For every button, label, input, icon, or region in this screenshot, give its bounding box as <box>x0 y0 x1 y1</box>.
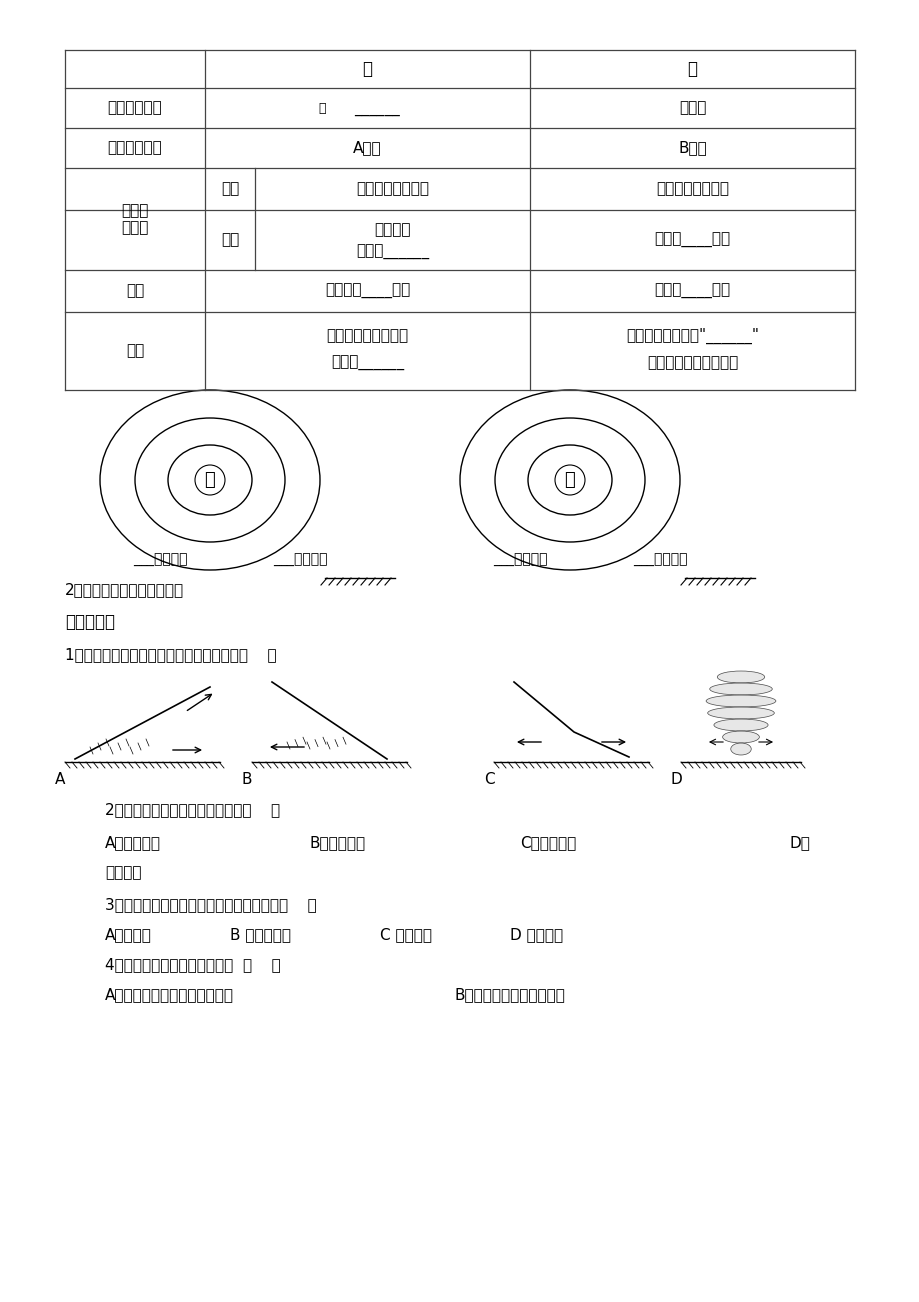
Text: B、气流由中心向四周流出: B、气流由中心向四周流出 <box>455 987 565 1003</box>
Text: ___天气系统: ___天气系统 <box>632 553 686 566</box>
Text: A低压: A低压 <box>353 141 381 155</box>
Text: 产生⑲____气流: 产生⑲____气流 <box>653 233 730 247</box>
Text: 常出现⑳____天气: 常出现⑳____天气 <box>324 284 410 298</box>
Text: 3、夏秋季节，我国东南沿海的台风天气是（    ）: 3、夏秋季节，我国东南沿海的台风天气是（ ） <box>105 897 316 913</box>
Text: 反气旋: 反气旋 <box>678 100 706 116</box>
Text: 水平: 水平 <box>221 181 239 197</box>
Ellipse shape <box>706 695 775 707</box>
Text: B 反气旋天气: B 反气旋天气 <box>230 927 290 943</box>
Text: 垂直: 垂直 <box>221 233 239 247</box>
Text: 4、有关气旋的叙述，正确的是  （    ）: 4、有关气旋的叙述，正确的是 （ ） <box>105 957 280 973</box>
Text: C: C <box>483 772 494 788</box>
Text: ⑰: ⑰ <box>318 102 326 115</box>
Text: 中心气压状况: 中心气压状况 <box>108 141 162 155</box>
Text: A、在南半球按顺时针方向旋转: A、在南半球按顺时针方向旋转 <box>105 987 233 1003</box>
Ellipse shape <box>554 465 584 495</box>
Text: ___气压系统: ___气压系统 <box>493 553 547 566</box>
Text: 由中心向四周辐散: 由中心向四周辐散 <box>655 181 728 197</box>
Text: A、寒冷干燥: A、寒冷干燥 <box>105 836 161 850</box>
Text: 气流运
动状况: 气流运 动状况 <box>121 203 149 236</box>
Text: 天气系统名称: 天气系统名称 <box>108 100 162 116</box>
Text: 典例: 典例 <box>126 344 144 358</box>
Text: 2、绘制气旋和反气旋示意图: 2、绘制气旋和反气旋示意图 <box>65 582 184 598</box>
Text: D: D <box>670 772 682 788</box>
Text: 阴雨天气: 阴雨天气 <box>105 866 142 880</box>
Ellipse shape <box>713 719 767 730</box>
Text: ___气压系统: ___气压系统 <box>132 553 187 566</box>
Text: ______: ______ <box>354 100 400 116</box>
Text: 1、下面所示四幅图中，表示冷锋天气的是（    ）: 1、下面所示四幅图中，表示冷锋天气的是（ ） <box>65 647 277 663</box>
Text: 天气、长江中下游的㉔: 天气、长江中下游的㉔ <box>646 355 737 371</box>
Text: 2、气旋控制地区，天气常呈现：（    ）: 2、气旋控制地区，天气常呈现：（ ） <box>105 802 279 818</box>
Text: 我国北方秋季的㉓"______": 我国北方秋季的㉓"______" <box>625 328 758 344</box>
Ellipse shape <box>707 707 774 719</box>
Text: ___天气系统: ___天气系统 <box>272 553 327 566</box>
Text: C、炎热干燥: C、炎热干燥 <box>519 836 575 850</box>
Text: 甲: 甲 <box>362 60 372 78</box>
Text: 被迫⑱______: 被迫⑱______ <box>356 245 428 259</box>
Text: 海的㉒______: 海的㉒______ <box>331 355 403 371</box>
Text: 天气: 天气 <box>126 284 144 298</box>
Ellipse shape <box>730 743 751 755</box>
Text: 低: 低 <box>564 471 574 490</box>
Text: 多为㉑____天气: 多为㉑____天气 <box>653 284 730 298</box>
Text: 乙: 乙 <box>686 60 697 78</box>
Text: B高压: B高压 <box>677 141 706 155</box>
Text: 中心气流: 中心气流 <box>374 223 410 237</box>
Text: A: A <box>55 772 65 788</box>
Text: D 冷锋天气: D 冷锋天气 <box>509 927 562 943</box>
Text: B: B <box>242 772 252 788</box>
Text: 由四周向中心辐合: 由四周向中心辐合 <box>356 181 428 197</box>
Text: 当堂检测：: 当堂检测： <box>65 613 115 631</box>
Text: 夏秋季节我国东南沿: 夏秋季节我国东南沿 <box>326 328 408 344</box>
Ellipse shape <box>721 730 758 743</box>
Text: 高: 高 <box>204 471 215 490</box>
Ellipse shape <box>717 671 764 684</box>
Text: C 暖锋天气: C 暖锋天气 <box>380 927 432 943</box>
Text: A气旋天气: A气旋天气 <box>105 927 152 943</box>
Ellipse shape <box>195 465 225 495</box>
Text: B、风沙天气: B、风沙天气 <box>310 836 366 850</box>
Text: D、: D、 <box>789 836 810 850</box>
Ellipse shape <box>709 684 771 695</box>
